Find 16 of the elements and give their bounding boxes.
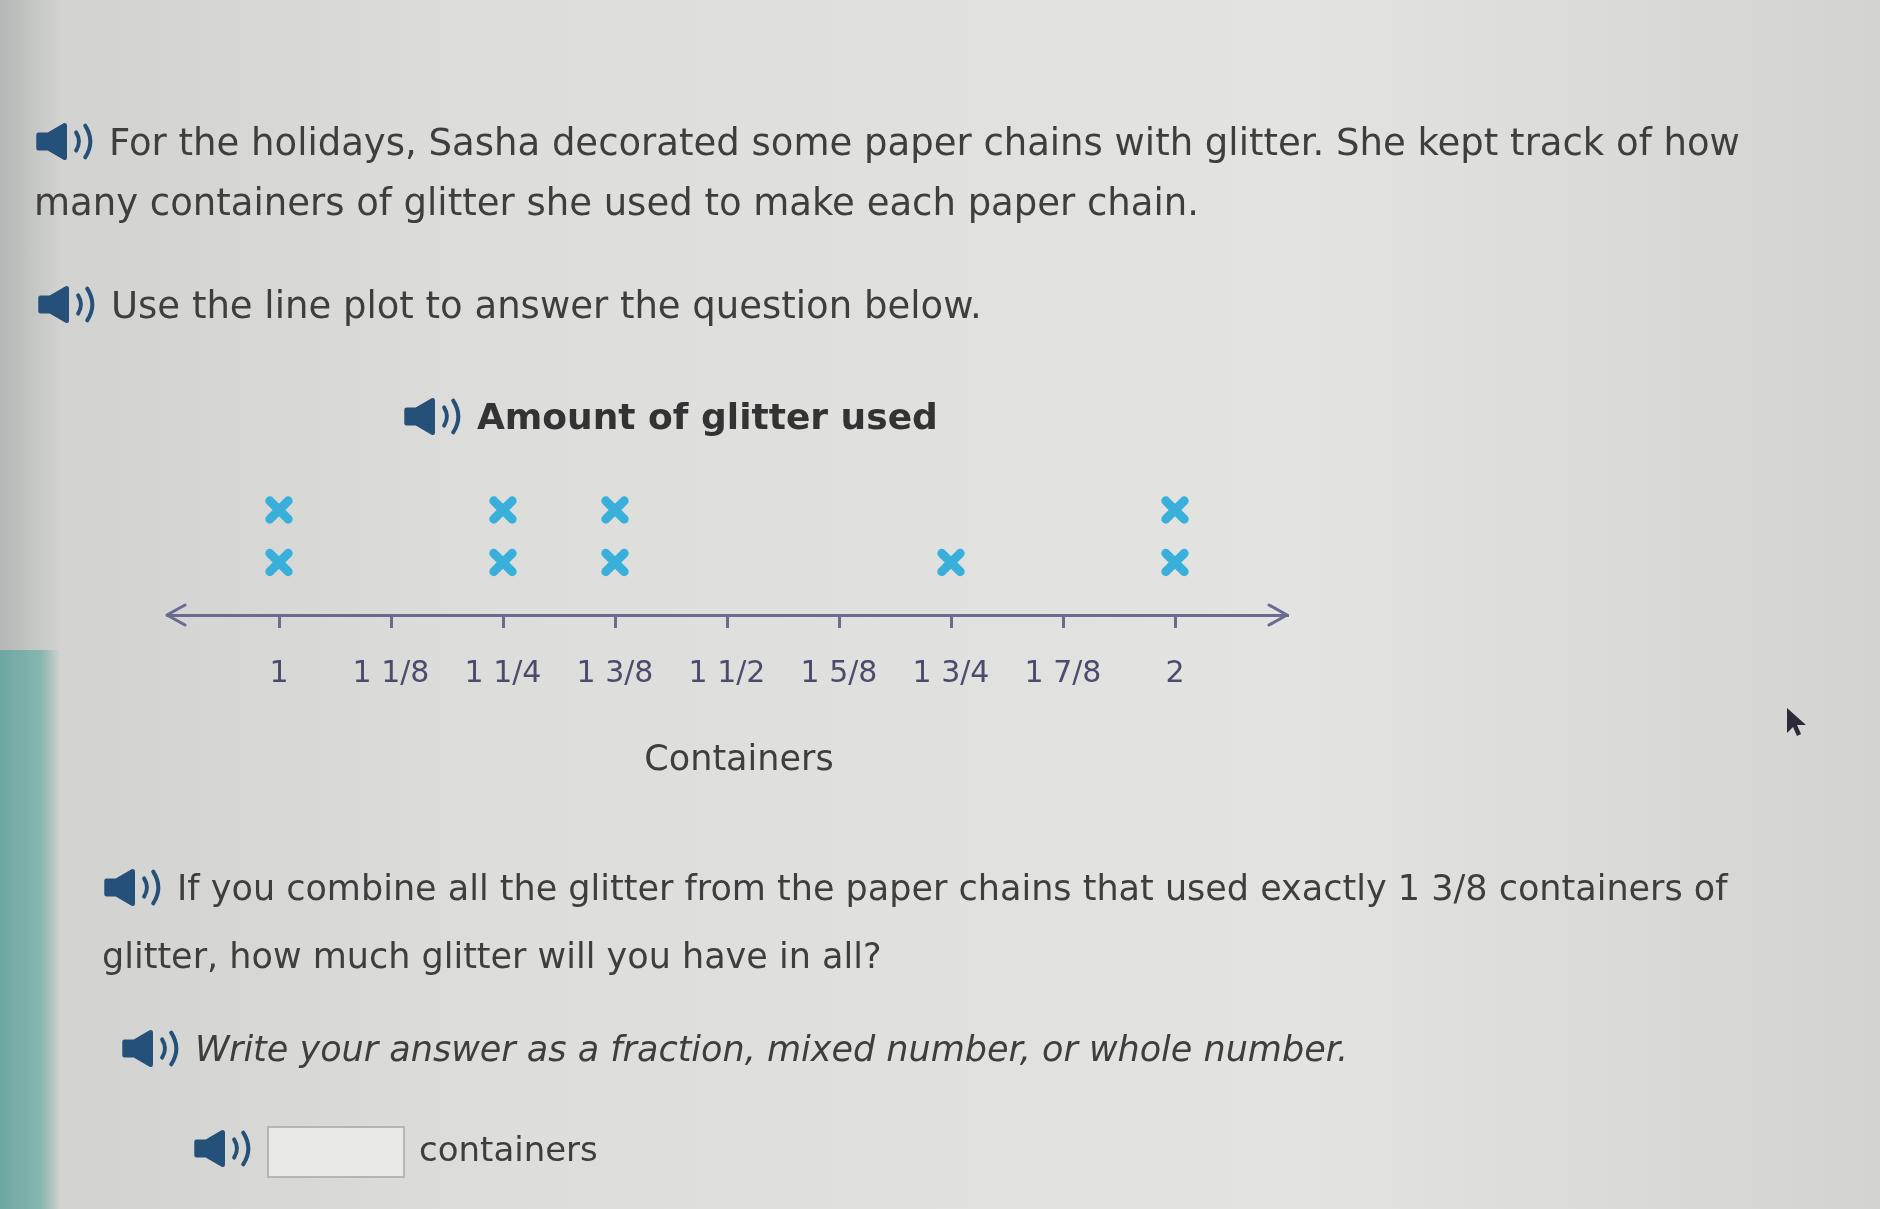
text: containers [419,1129,598,1169]
x-tick-label: 1 5/8 [800,653,878,689]
chart-title: Amount of glitter used [477,396,938,437]
x-tick-label: 1 7/8 [1024,653,1102,689]
x-tick-label: 1 1/8 [352,653,430,689]
text: If you combine all the glitter from the paper chains that used exactly 1 3/8 containers of glitter, how much glitter will you have in all? [102,868,1728,976]
x-axis-title: Containers [644,737,834,779]
text: Use the line plot to answer the question below. [111,284,982,327]
text: Write your answer as a fraction, mixed number, or whole number. [195,1029,1349,1069]
x-tick-label: 1 3/4 [912,653,990,689]
x-tick-label: 1 [269,653,289,689]
x-tick-label: 1 3/8 [576,653,654,689]
text: For the holidays, Sasha decorated some paper chains with glitter. She kept track of how many containers of glitter she used to make each paper chain. [34,121,1740,224]
x-tick-label: 1 1/4 [464,653,542,689]
x-tick-label: 2 [1165,653,1185,689]
x-tick-label: 1 1/2 [688,653,766,689]
